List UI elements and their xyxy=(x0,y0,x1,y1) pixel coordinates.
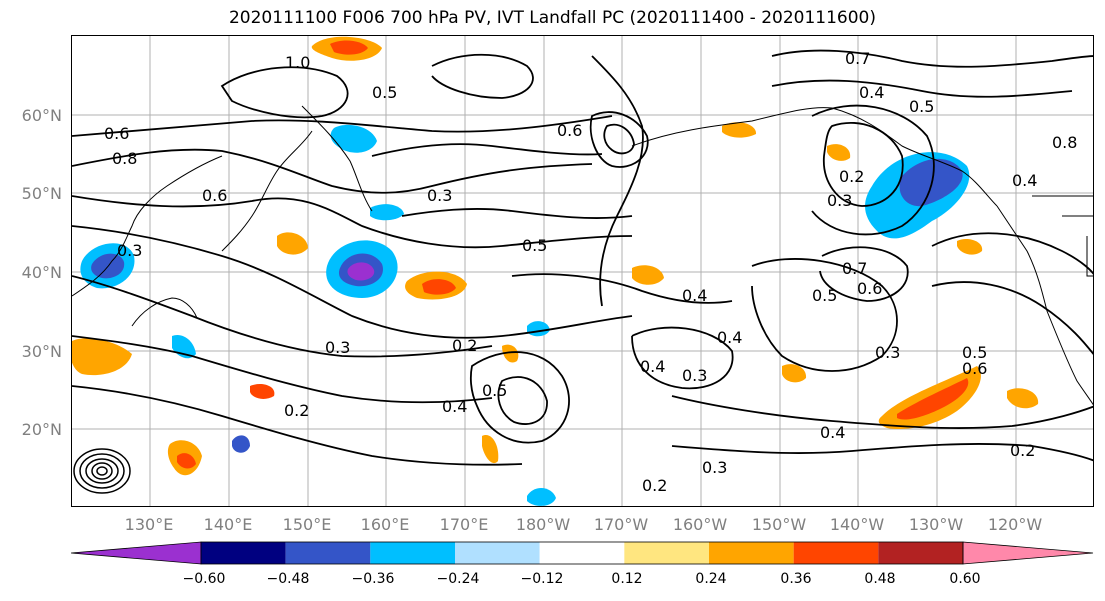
colorbar-cell xyxy=(709,542,794,564)
contour-label: 0.3 xyxy=(875,343,900,362)
contour-label: 0.4 xyxy=(859,83,884,102)
lon-label-150w: 150°W xyxy=(751,515,807,534)
contour-label: 0.2 xyxy=(839,167,864,186)
positive-shading xyxy=(72,36,1039,476)
contour-label: 0.6 xyxy=(557,121,582,140)
contour-label: 0.4 xyxy=(442,397,467,416)
colorbar-cell xyxy=(455,542,540,564)
contour-label: 0.3 xyxy=(427,186,452,205)
colorbar-tick-label: −0.60 xyxy=(182,571,226,587)
map-title: 2020111100 F006 700 hPa PV, IVT Landfall… xyxy=(228,8,876,28)
colorbar-cell xyxy=(71,541,202,565)
lat-label-30n: 30°N xyxy=(21,342,62,361)
contour-label: 1.0 xyxy=(285,53,310,72)
contour-label: 0.7 xyxy=(842,259,867,278)
contour-label: 0.6 xyxy=(962,359,987,378)
colorbar-tick-label: 0.48 xyxy=(864,571,896,587)
colorbar-cells xyxy=(71,541,1094,565)
contour-label: 0.8 xyxy=(112,149,137,168)
colorbar-cell xyxy=(878,542,963,564)
contour-label: 0.7 xyxy=(845,49,870,68)
colorbar-tick-label: 0.24 xyxy=(695,571,727,587)
lon-label-160w: 160°W xyxy=(672,515,728,534)
colorbar-cell xyxy=(539,542,625,564)
colorbar-cell xyxy=(201,542,286,564)
colorbar-tick-label: 0.36 xyxy=(780,571,812,587)
contour-label: 0.8 xyxy=(1052,133,1077,152)
lat-label-50n: 50°N xyxy=(21,184,62,203)
contour-label: 0.2 xyxy=(642,476,667,495)
lon-label-150e: 150°E xyxy=(282,515,332,534)
contour-label: 0.5 xyxy=(372,83,397,102)
colorbar-cell xyxy=(793,542,879,564)
contour-label: 0.4 xyxy=(640,357,665,376)
contour-label: 0.5 xyxy=(522,236,547,255)
colorbar-tick-label: −0.12 xyxy=(520,571,564,587)
lon-label-120w: 120°W xyxy=(987,515,1043,534)
lon-label-140w: 140°W xyxy=(829,515,885,534)
contour-label: 0.3 xyxy=(682,366,707,385)
contour-label: 0.4 xyxy=(682,286,707,305)
lon-label-140e: 140°E xyxy=(203,515,253,534)
lon-label-130w: 130°W xyxy=(908,515,964,534)
lat-label-20n: 20°N xyxy=(21,420,62,439)
contour-label: 0.2 xyxy=(1010,441,1035,460)
lat-label-40n: 40°N xyxy=(21,263,62,282)
lat-label-60n: 60°N xyxy=(21,106,62,125)
contour-label: 0.3 xyxy=(117,241,142,260)
pv-ivt-map: 1.0 0.5 0.8 0.6 0.7 0.4 0.5 0.3 0.2 0.4 … xyxy=(72,36,1093,506)
colorbar-tick-label: −0.36 xyxy=(351,571,395,587)
lon-label-180w: 180°W xyxy=(515,515,571,534)
contour-label: 0.3 xyxy=(702,458,727,477)
colorbar-tick-label: −0.24 xyxy=(436,571,480,587)
colorbar-cell xyxy=(285,542,371,564)
colorbar-cell xyxy=(962,541,1094,565)
gridlines xyxy=(72,36,1093,506)
contour-label: 0.6 xyxy=(857,279,882,298)
colorbar-outline xyxy=(200,541,964,565)
map-panel: 1.0 0.5 0.8 0.6 0.7 0.4 0.5 0.3 0.2 0.4 … xyxy=(71,35,1094,507)
contour-label: 0.2 xyxy=(452,336,477,355)
contour-labels: 1.0 0.5 0.8 0.6 0.7 0.4 0.5 0.3 0.2 0.4 … xyxy=(104,49,1077,495)
lon-label-170w: 170°W xyxy=(593,515,649,534)
contour-label: 0.3 xyxy=(827,191,852,210)
contour-label: 0.3 xyxy=(325,338,350,357)
lon-label-130e: 130°E xyxy=(124,515,174,534)
contour-label: 0.5 xyxy=(812,286,837,305)
contour-label: 0.5 xyxy=(482,381,507,400)
contour-label: 0.4 xyxy=(717,328,742,347)
colorbar-cell xyxy=(624,542,709,564)
colorbar-cell xyxy=(370,542,455,564)
contour-label: 0.5 xyxy=(962,343,987,362)
colorbar-tick-label: 0.60 xyxy=(949,571,981,587)
contour-label: 0.4 xyxy=(1012,171,1037,190)
contour-label: 0.6 xyxy=(104,124,129,143)
colorbar xyxy=(71,541,1094,565)
negative-shading xyxy=(80,124,970,506)
colorbar-tick-label: −0.48 xyxy=(266,571,310,587)
colorbar-tick-label: 0.12 xyxy=(611,571,643,587)
tight-contours xyxy=(73,448,131,494)
contour-label: 0.4 xyxy=(820,423,845,442)
lon-label-170e: 170°E xyxy=(439,515,489,534)
pv-contours xyxy=(72,49,1093,466)
contour-label: 0.6 xyxy=(202,186,227,205)
contour-label: 0.2 xyxy=(284,401,309,420)
contour-label: 0.5 xyxy=(909,97,934,116)
lon-label-160e: 160°E xyxy=(360,515,410,534)
